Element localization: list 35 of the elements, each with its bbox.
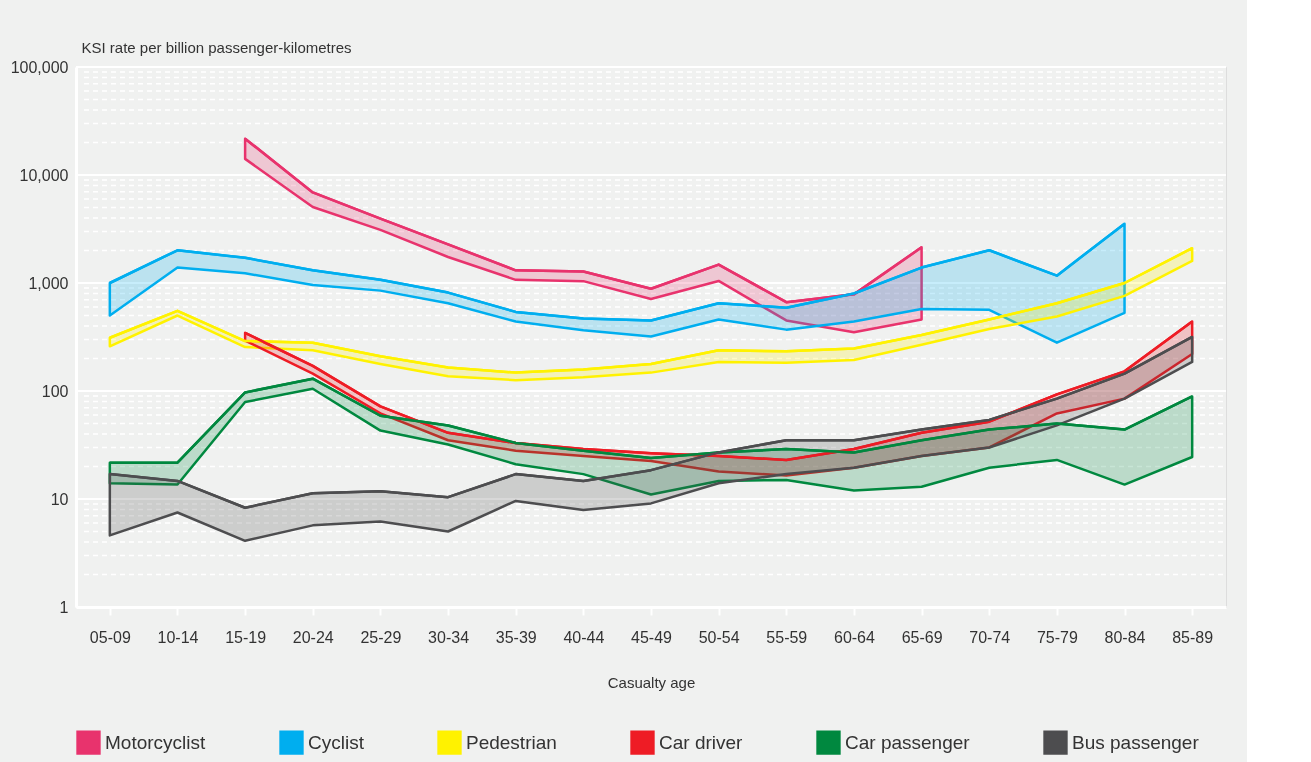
x-tick-label: 70-74 <box>969 628 1011 646</box>
x-tick-label: 85-89 <box>1172 628 1214 646</box>
x-tick-label: 30-34 <box>428 628 470 646</box>
x-tick-label: 65-69 <box>901 628 943 646</box>
y-tick-label: 100,000 <box>10 58 69 76</box>
legend-label: Car driver <box>659 731 744 753</box>
x-tick-label: 75-79 <box>1036 628 1078 646</box>
x-tick-label: 50-54 <box>698 628 740 646</box>
y-tick-label: 1,000 <box>28 274 69 292</box>
line-series <box>243 137 923 304</box>
x-tick-label: 40-44 <box>563 628 605 646</box>
y-tick-label: 1 <box>59 598 69 616</box>
y-tick-label: 10,000 <box>19 166 69 184</box>
x-tick-label: 20-24 <box>292 628 334 646</box>
legend-label: Motorcyclist <box>105 731 207 753</box>
y-axis-title: KSI rate per billion passenger-kilometres <box>81 38 352 56</box>
x-tick-label: 80-84 <box>1104 628 1146 646</box>
line-series <box>108 377 1194 464</box>
y-tick-label: 100 <box>41 382 69 400</box>
x-tick-label: 35-39 <box>495 628 537 646</box>
x-tick-label: 25-29 <box>360 628 402 646</box>
x-tick-label: 05-09 <box>89 628 131 646</box>
x-axis-title: Casualty age <box>607 673 696 691</box>
x-tick-label: 10-14 <box>157 628 199 646</box>
y-tick-label: 10 <box>50 490 69 508</box>
line-series <box>108 335 1194 509</box>
legend-label: Bus passenger <box>1072 731 1200 753</box>
legend-label: Pedestrian <box>466 731 557 753</box>
legend-label: Cyclist <box>308 731 365 753</box>
legend-label: Car passenger <box>845 731 971 753</box>
line-series <box>108 222 1126 322</box>
x-tick-label: 55-59 <box>766 628 808 646</box>
x-tick-label: 15-19 <box>225 628 267 646</box>
x-tick-label: 60-64 <box>833 628 875 646</box>
x-tick-label: 45-49 <box>631 628 673 646</box>
